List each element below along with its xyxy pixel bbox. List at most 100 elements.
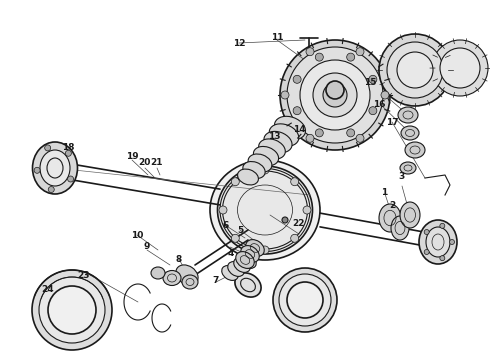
Circle shape: [32, 270, 112, 350]
Ellipse shape: [182, 275, 198, 289]
Circle shape: [282, 217, 288, 223]
Circle shape: [273, 268, 337, 332]
Ellipse shape: [381, 91, 389, 99]
Ellipse shape: [259, 139, 285, 159]
Circle shape: [280, 40, 390, 150]
Circle shape: [287, 47, 383, 143]
Text: 9: 9: [144, 242, 150, 251]
Ellipse shape: [228, 262, 244, 276]
Text: 10: 10: [131, 231, 144, 240]
Circle shape: [369, 75, 377, 83]
Ellipse shape: [236, 252, 254, 269]
Text: 4: 4: [227, 249, 234, 258]
Circle shape: [440, 48, 480, 88]
Text: 7: 7: [212, 276, 219, 285]
Circle shape: [315, 53, 323, 61]
Ellipse shape: [218, 166, 313, 254]
Circle shape: [347, 53, 355, 61]
Ellipse shape: [253, 147, 279, 166]
Ellipse shape: [246, 240, 264, 256]
Ellipse shape: [32, 142, 77, 194]
Circle shape: [397, 52, 433, 88]
Circle shape: [261, 246, 269, 254]
Ellipse shape: [151, 267, 165, 279]
Text: 18: 18: [62, 143, 75, 152]
Ellipse shape: [405, 142, 425, 158]
Ellipse shape: [391, 216, 409, 240]
Text: 15: 15: [364, 78, 376, 87]
Circle shape: [440, 223, 445, 228]
Circle shape: [323, 83, 347, 107]
Circle shape: [45, 145, 50, 151]
Ellipse shape: [401, 126, 419, 140]
Circle shape: [34, 167, 40, 173]
Text: 17: 17: [386, 118, 398, 127]
Ellipse shape: [234, 258, 250, 273]
Circle shape: [291, 178, 299, 186]
Text: 2: 2: [389, 201, 395, 210]
Circle shape: [68, 176, 74, 182]
Circle shape: [449, 239, 455, 244]
Circle shape: [424, 230, 429, 234]
Circle shape: [379, 34, 451, 106]
Ellipse shape: [400, 202, 420, 228]
Circle shape: [387, 42, 443, 98]
Ellipse shape: [238, 169, 258, 185]
Ellipse shape: [248, 154, 272, 172]
Text: 8: 8: [176, 255, 182, 264]
Circle shape: [39, 277, 105, 343]
Circle shape: [432, 40, 488, 96]
Ellipse shape: [419, 220, 457, 264]
Ellipse shape: [243, 162, 265, 179]
Ellipse shape: [241, 246, 259, 262]
Circle shape: [291, 234, 299, 242]
Text: 16: 16: [373, 100, 386, 109]
Circle shape: [293, 75, 301, 83]
Ellipse shape: [326, 81, 344, 99]
Ellipse shape: [163, 270, 181, 285]
Text: 3: 3: [399, 172, 405, 181]
Circle shape: [300, 60, 370, 130]
Ellipse shape: [274, 116, 305, 140]
Circle shape: [261, 166, 269, 174]
Text: 14: 14: [293, 125, 305, 134]
Circle shape: [440, 256, 445, 261]
Ellipse shape: [400, 162, 416, 174]
Ellipse shape: [235, 273, 261, 297]
Ellipse shape: [426, 227, 450, 257]
Ellipse shape: [222, 266, 238, 280]
Text: 23: 23: [77, 271, 90, 280]
Circle shape: [48, 186, 54, 193]
Text: 5: 5: [237, 226, 243, 235]
Text: 20: 20: [138, 158, 151, 167]
Circle shape: [347, 129, 355, 137]
Ellipse shape: [306, 134, 314, 142]
Text: 11: 11: [270, 33, 283, 42]
Ellipse shape: [210, 160, 320, 260]
Ellipse shape: [176, 265, 198, 285]
Ellipse shape: [240, 253, 256, 269]
Text: 12: 12: [233, 39, 245, 48]
Text: 6: 6: [222, 220, 228, 230]
Circle shape: [48, 286, 96, 334]
Ellipse shape: [281, 91, 289, 99]
Ellipse shape: [379, 204, 401, 232]
Circle shape: [65, 150, 72, 156]
Circle shape: [303, 206, 311, 214]
Ellipse shape: [356, 48, 364, 56]
Circle shape: [293, 107, 301, 115]
Ellipse shape: [40, 150, 70, 186]
Text: 24: 24: [42, 285, 54, 294]
Ellipse shape: [398, 107, 418, 123]
Circle shape: [287, 282, 323, 318]
Text: 21: 21: [150, 158, 163, 167]
Ellipse shape: [306, 48, 314, 56]
Circle shape: [219, 206, 227, 214]
Ellipse shape: [264, 131, 292, 153]
Circle shape: [315, 129, 323, 137]
Circle shape: [231, 178, 239, 186]
Circle shape: [424, 249, 429, 255]
Circle shape: [313, 73, 357, 117]
Ellipse shape: [269, 124, 299, 146]
Text: 19: 19: [126, 152, 139, 161]
